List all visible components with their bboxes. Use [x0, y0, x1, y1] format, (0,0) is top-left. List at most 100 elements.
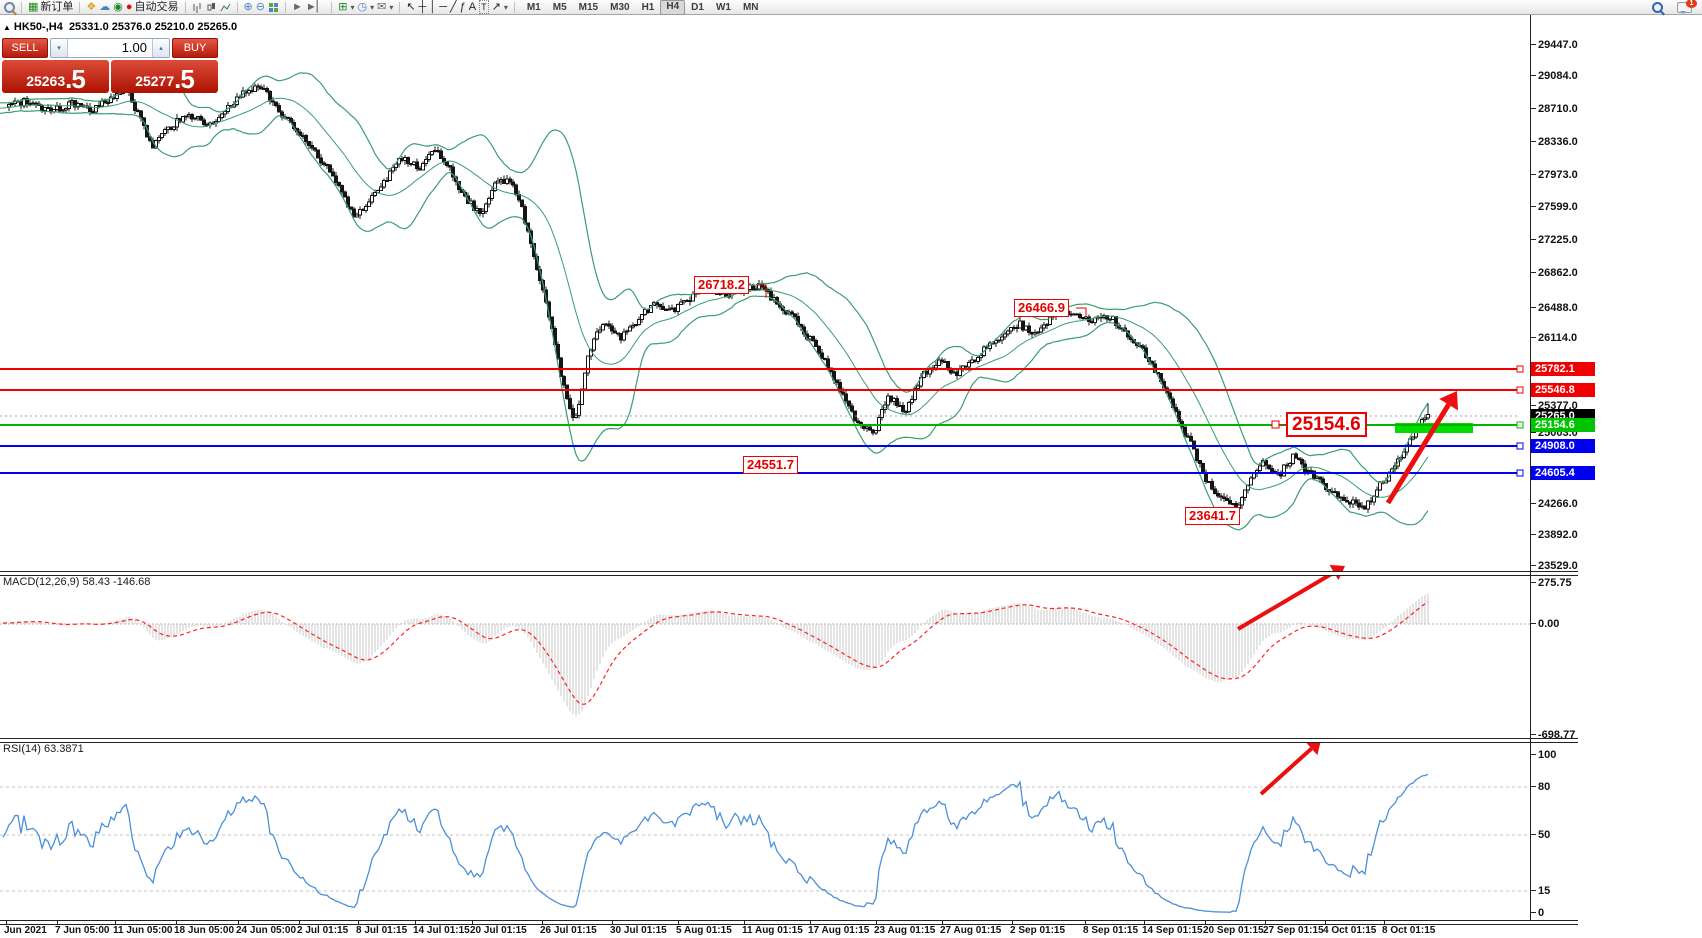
- bid-price-main: 25263: [26, 73, 66, 89]
- volume-stepper: ▾ 1.00 ▴: [50, 38, 170, 58]
- clock-icon: ◷: [357, 1, 368, 13]
- tf-button-M15[interactable]: M15: [578, 1, 599, 13]
- vline-tool-button[interactable]: │: [429, 1, 436, 14]
- price-flag-label[interactable]: 24551.7: [743, 456, 798, 474]
- time-axis-label: 8 Jul 01:15: [356, 920, 408, 936]
- price-flag-label[interactable]: 25154.6: [1286, 412, 1367, 437]
- tile-windows-button[interactable]: [268, 1, 279, 14]
- autotrading-icon: ●: [125, 1, 133, 13]
- ask-price-box[interactable]: 25277.5: [111, 60, 218, 93]
- sell-button[interactable]: SELL: [2, 38, 48, 58]
- bar-chart-mode-button[interactable]: [192, 1, 203, 14]
- crosshair-tool-button[interactable]: ┼: [419, 1, 427, 14]
- time-axis-label: 11 Jun 05:00: [113, 920, 173, 936]
- tf-button-M30[interactable]: M30: [610, 1, 630, 13]
- chevron-down-icon: ▾: [370, 2, 375, 12]
- bid-price-box[interactable]: 25263.5: [2, 60, 109, 93]
- time-axis-label: 26 Jul 01:15: [540, 920, 597, 936]
- profiles-button[interactable]: ❖: [86, 1, 96, 14]
- cursor-tool-button[interactable]: ↖: [406, 1, 415, 14]
- tf-button-W1[interactable]: W1: [715, 1, 731, 13]
- price-flag-label[interactable]: 23641.7: [1185, 507, 1240, 525]
- panel-separator[interactable]: [0, 571, 1578, 576]
- toolbar-separator: [79, 1, 81, 13]
- volume-decrease-button[interactable]: ▾: [51, 39, 68, 57]
- price-flag-label[interactable]: 26466.9: [1014, 299, 1069, 317]
- new-order-label: 新订单: [40, 0, 74, 13]
- charts-cloud-button[interactable]: ☁: [99, 1, 110, 14]
- notifications-button[interactable]: 1: [1677, 0, 1697, 14]
- time-axis-label: Jun 2021: [4, 920, 47, 936]
- tf-button-M5[interactable]: M5: [552, 1, 567, 13]
- ask-price-main: 25277: [135, 73, 175, 89]
- macd-axis-label: -698.77: [1530, 729, 1576, 741]
- text-tool-button[interactable]: A: [469, 1, 476, 14]
- price-axis-tick: 28336.0: [1531, 136, 1578, 148]
- trendline-tool-button[interactable]: ╱: [450, 1, 457, 14]
- chevron-down-icon: ▾: [503, 2, 508, 12]
- price-axis-tick: 26488.0: [1531, 302, 1578, 314]
- autotrading-button[interactable]: ● 自动交易: [126, 1, 179, 14]
- candle-chart-mode-button[interactable]: [206, 1, 217, 14]
- highlight-zone-rect[interactable]: [1395, 423, 1473, 433]
- tf-button-H1[interactable]: H1: [641, 1, 655, 13]
- macd-axis-label: 0.00: [1530, 618, 1560, 630]
- rsi-chart-svg[interactable]: [0, 741, 1530, 920]
- ask-price-frac: .5: [174, 64, 195, 94]
- chart-shift-button[interactable]: ►▏: [306, 1, 325, 14]
- price-axis-tick: 27973.0: [1531, 169, 1578, 181]
- new-order-icon: ▦: [28, 1, 39, 13]
- volume-input[interactable]: 1.00: [121, 40, 147, 55]
- time-axis-label: 5 Aug 01:15: [676, 920, 732, 936]
- auto-scroll-button[interactable]: ►: [292, 1, 303, 14]
- templates-icon: ✉: [377, 1, 387, 13]
- panel-separator[interactable]: [0, 738, 1578, 743]
- indicators-button[interactable]: ⊞ ▾: [338, 1, 354, 14]
- toolbar-separator: [284, 1, 286, 13]
- tf-button-H4[interactable]: H4: [660, 0, 686, 15]
- bb-lower-band: [0, 109, 1429, 531]
- auto-scroll-icon: ►: [291, 1, 303, 13]
- time-axis-label: 14 Sep 01:15: [1142, 920, 1203, 936]
- new-chart-icon: [4, 1, 15, 13]
- label-tool-button[interactable]: T: [479, 0, 489, 14]
- time-axis-label: 8 Oct 01:15: [1382, 920, 1436, 936]
- price-axis-tick: 28710.0: [1531, 103, 1578, 115]
- price-axis-tick: 23529.0: [1531, 560, 1578, 572]
- buy-button[interactable]: BUY: [172, 38, 218, 58]
- volume-increase-button[interactable]: ▴: [152, 39, 169, 57]
- tf-button-M1[interactable]: M1: [526, 1, 541, 13]
- price-axis-tick: 26114.0: [1530, 332, 1578, 344]
- price-axis-tick: 26862.0: [1531, 267, 1578, 279]
- one-click-trade-panel: SELL ▾ 1.00 ▴ BUY 25263.5 25277.5: [2, 38, 218, 93]
- templates-button[interactable]: ✉ ▾: [377, 1, 393, 14]
- macd-axis-label: 275.75: [1531, 577, 1572, 589]
- price-axis-line: [1530, 15, 1531, 921]
- time-axis-label: 8 Sep 01:15: [1083, 920, 1139, 936]
- hline-tool-button[interactable]: ─: [439, 1, 447, 14]
- candles-series: [7, 83, 1430, 513]
- price-flag-label[interactable]: 26718.2: [694, 276, 749, 294]
- main-chart-svg[interactable]: [0, 14, 1530, 571]
- tf-button-D1[interactable]: D1: [691, 1, 704, 13]
- collapse-arrow-icon: ▲: [3, 23, 11, 32]
- zoom-in-button[interactable]: ⊕: [244, 1, 253, 14]
- search-button[interactable]: [1652, 1, 1663, 14]
- arrows-tool-button[interactable]: ↗ ▾: [492, 1, 508, 14]
- new-chart-button[interactable]: [4, 1, 15, 14]
- periods-button[interactable]: ◷ ▾: [357, 1, 374, 14]
- macd-chart-svg[interactable]: [0, 574, 1530, 738]
- fibonacci-tool-button[interactable]: ƒ: [460, 1, 466, 14]
- time-axis-label: 11 Aug 01:15: [742, 920, 803, 936]
- line-chart-mode-button[interactable]: [220, 1, 231, 14]
- tf-button-MN[interactable]: MN: [742, 1, 759, 13]
- signals-button[interactable]: ◉: [113, 1, 123, 14]
- new-order-button[interactable]: ▦ 新订单: [28, 1, 73, 14]
- price-axis-line-label: 25546.8: [1531, 383, 1595, 397]
- label-tool-icon: T: [479, 0, 489, 14]
- zoom-out-button[interactable]: ⊖: [256, 1, 265, 14]
- price-axis-line-label: 24908.0: [1531, 439, 1595, 453]
- macd-histogram: [2, 593, 1429, 716]
- price-axis-line-label: 25154.6: [1531, 418, 1595, 432]
